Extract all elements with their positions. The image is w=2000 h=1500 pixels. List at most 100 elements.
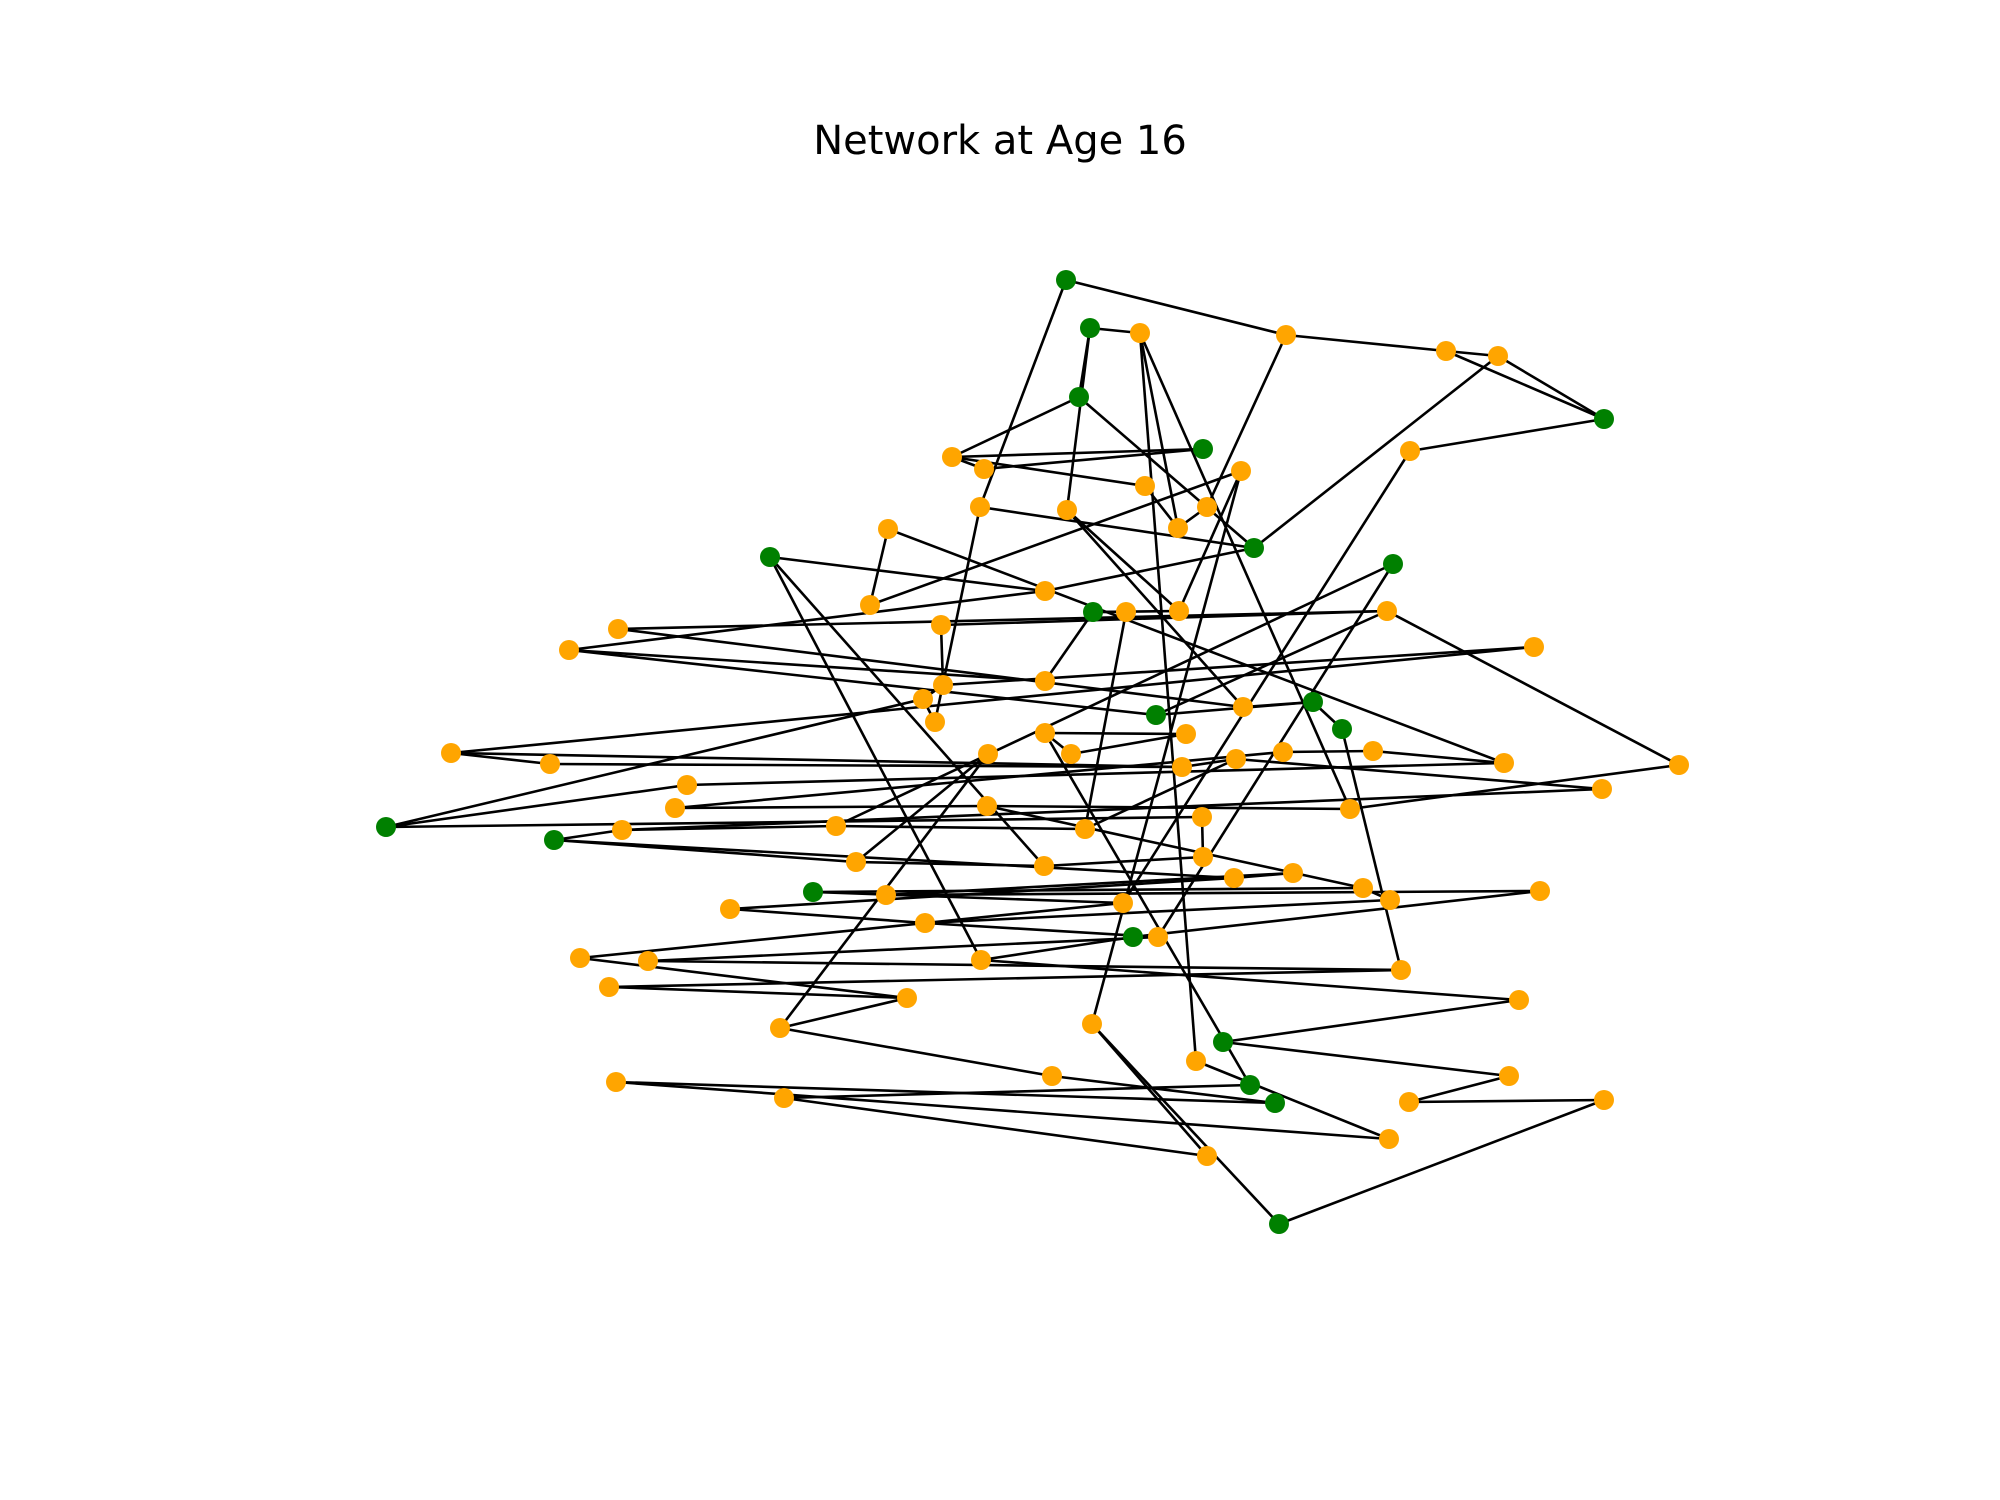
edge-n95-n98 bbox=[1278, 1098, 1605, 1226]
edge-n9-n11 bbox=[951, 447, 1204, 459]
node-n96-orange bbox=[1379, 1129, 1399, 1149]
node-n74-orange bbox=[1530, 881, 1550, 901]
node-n7-green bbox=[1594, 409, 1614, 429]
edge-n29-n30 bbox=[940, 609, 1388, 627]
node-n92-orange bbox=[1399, 1092, 1419, 1112]
edge-n53-n58 bbox=[385, 783, 688, 829]
node-n28-orange bbox=[608, 619, 628, 639]
edge-n50-n51 bbox=[1372, 749, 1505, 765]
node-n90-green bbox=[1240, 1075, 1260, 1095]
edge-n22-n61 bbox=[835, 562, 1394, 828]
edge-n26-n34 bbox=[1043, 611, 1095, 682]
node-n34-orange bbox=[1035, 671, 1055, 691]
edge-n88-n91 bbox=[1051, 1074, 1276, 1105]
node-n62-orange bbox=[612, 820, 632, 840]
edge-n59-n61 bbox=[835, 824, 1086, 831]
node-n22-green bbox=[1383, 554, 1403, 574]
edge-n23-n33 bbox=[568, 589, 1046, 652]
edge-n63-n67 bbox=[553, 838, 1235, 880]
node-n76-orange bbox=[1113, 893, 1133, 913]
node-n66-orange bbox=[1034, 856, 1054, 876]
edge-n86-n88 bbox=[779, 1026, 1053, 1078]
node-n2-green bbox=[1080, 318, 1100, 338]
node-n6-orange bbox=[1488, 346, 1508, 366]
edge-n72-n75 bbox=[924, 898, 1391, 925]
node-n44-orange bbox=[978, 744, 998, 764]
edge-n98-n100 bbox=[1091, 1023, 1280, 1225]
edge-n6-n7 bbox=[1497, 354, 1605, 421]
node-n50-orange bbox=[1363, 741, 1383, 761]
node-n58-green bbox=[376, 817, 396, 837]
edge-n19-n24 bbox=[868, 528, 890, 606]
node-n46-orange bbox=[540, 754, 560, 774]
node-n16-orange bbox=[1197, 497, 1217, 517]
node-n8-green bbox=[1069, 387, 1089, 407]
edge-n92-n95 bbox=[1408, 1098, 1605, 1104]
node-n29-orange bbox=[1377, 601, 1397, 621]
edge-n99-n3 bbox=[1138, 332, 1198, 1062]
node-n26-green bbox=[1083, 602, 1103, 622]
node-n42-orange bbox=[1035, 723, 1055, 743]
edge-n8-n9 bbox=[951, 395, 1080, 459]
node-n61-orange bbox=[826, 816, 846, 836]
edge-n64-n66 bbox=[855, 860, 1045, 868]
node-n75-orange bbox=[915, 913, 935, 933]
node-n27-orange bbox=[1169, 601, 1189, 621]
node-n39-orange bbox=[925, 712, 945, 732]
edge-n15-n7 bbox=[1409, 417, 1605, 453]
edge-n18-n21 bbox=[979, 505, 1255, 550]
node-n52-orange bbox=[1669, 755, 1689, 775]
node-n97-orange bbox=[1197, 1146, 1217, 1166]
edge-n46-n47 bbox=[549, 762, 1183, 769]
edge-n14-n36 bbox=[1066, 509, 1244, 708]
edge-n26-n27 bbox=[1092, 609, 1180, 614]
node-n20-green bbox=[760, 547, 780, 567]
edge-n2-n14 bbox=[1065, 327, 1092, 511]
node-n78-orange bbox=[1148, 927, 1168, 947]
node-n87-green bbox=[1213, 1032, 1233, 1052]
edge-n82-n83 bbox=[608, 968, 1402, 989]
edge-n45-n46 bbox=[450, 751, 551, 766]
node-n53-orange bbox=[677, 775, 697, 795]
edge-n41-n43 bbox=[1070, 732, 1187, 756]
node-n55-orange bbox=[1340, 799, 1360, 819]
edge-n90-n94 bbox=[783, 1083, 1251, 1100]
node-n38-orange bbox=[913, 689, 933, 709]
node-layer bbox=[376, 270, 1689, 1234]
edge-n76-n80 bbox=[579, 901, 1124, 960]
edge-n36-n37 bbox=[1242, 700, 1314, 709]
node-n99-orange bbox=[1186, 1051, 1206, 1071]
node-n9-orange bbox=[942, 447, 962, 467]
node-n86-orange bbox=[770, 1018, 790, 1038]
node-n98-green bbox=[1269, 1214, 1289, 1234]
node-n84-orange bbox=[897, 988, 917, 1008]
edge-n25-n59 bbox=[1083, 611, 1128, 830]
node-n69-orange bbox=[1353, 878, 1373, 898]
node-n14-orange bbox=[1057, 500, 1077, 520]
node-n72-orange bbox=[1380, 890, 1400, 910]
node-n54-orange bbox=[1592, 779, 1612, 799]
node-n68-orange bbox=[1283, 863, 1303, 883]
node-n17-orange bbox=[1168, 518, 1188, 538]
node-n43-orange bbox=[1061, 744, 1081, 764]
node-n30-orange bbox=[931, 615, 951, 635]
node-n41-orange bbox=[1176, 724, 1196, 744]
edge-n28-n36 bbox=[617, 627, 1244, 709]
node-n80-orange bbox=[570, 948, 590, 968]
edge-n14-n27 bbox=[1066, 509, 1180, 612]
node-n23-orange bbox=[1035, 581, 1055, 601]
node-n1-green bbox=[1056, 270, 1076, 290]
node-n5-orange bbox=[1436, 341, 1456, 361]
edge-n84-n86 bbox=[779, 996, 908, 1030]
edge-n93-n96 bbox=[615, 1080, 1390, 1141]
node-n37-green bbox=[1303, 692, 1323, 712]
node-n63-green bbox=[544, 830, 564, 850]
edge-n41-n42 bbox=[1044, 731, 1187, 736]
edge-n3-n17 bbox=[1138, 332, 1180, 529]
node-n24-orange bbox=[860, 595, 880, 615]
edge-n77-n79 bbox=[980, 935, 1134, 962]
edge-n94-n97 bbox=[783, 1096, 1208, 1158]
node-n31-orange bbox=[933, 675, 953, 695]
